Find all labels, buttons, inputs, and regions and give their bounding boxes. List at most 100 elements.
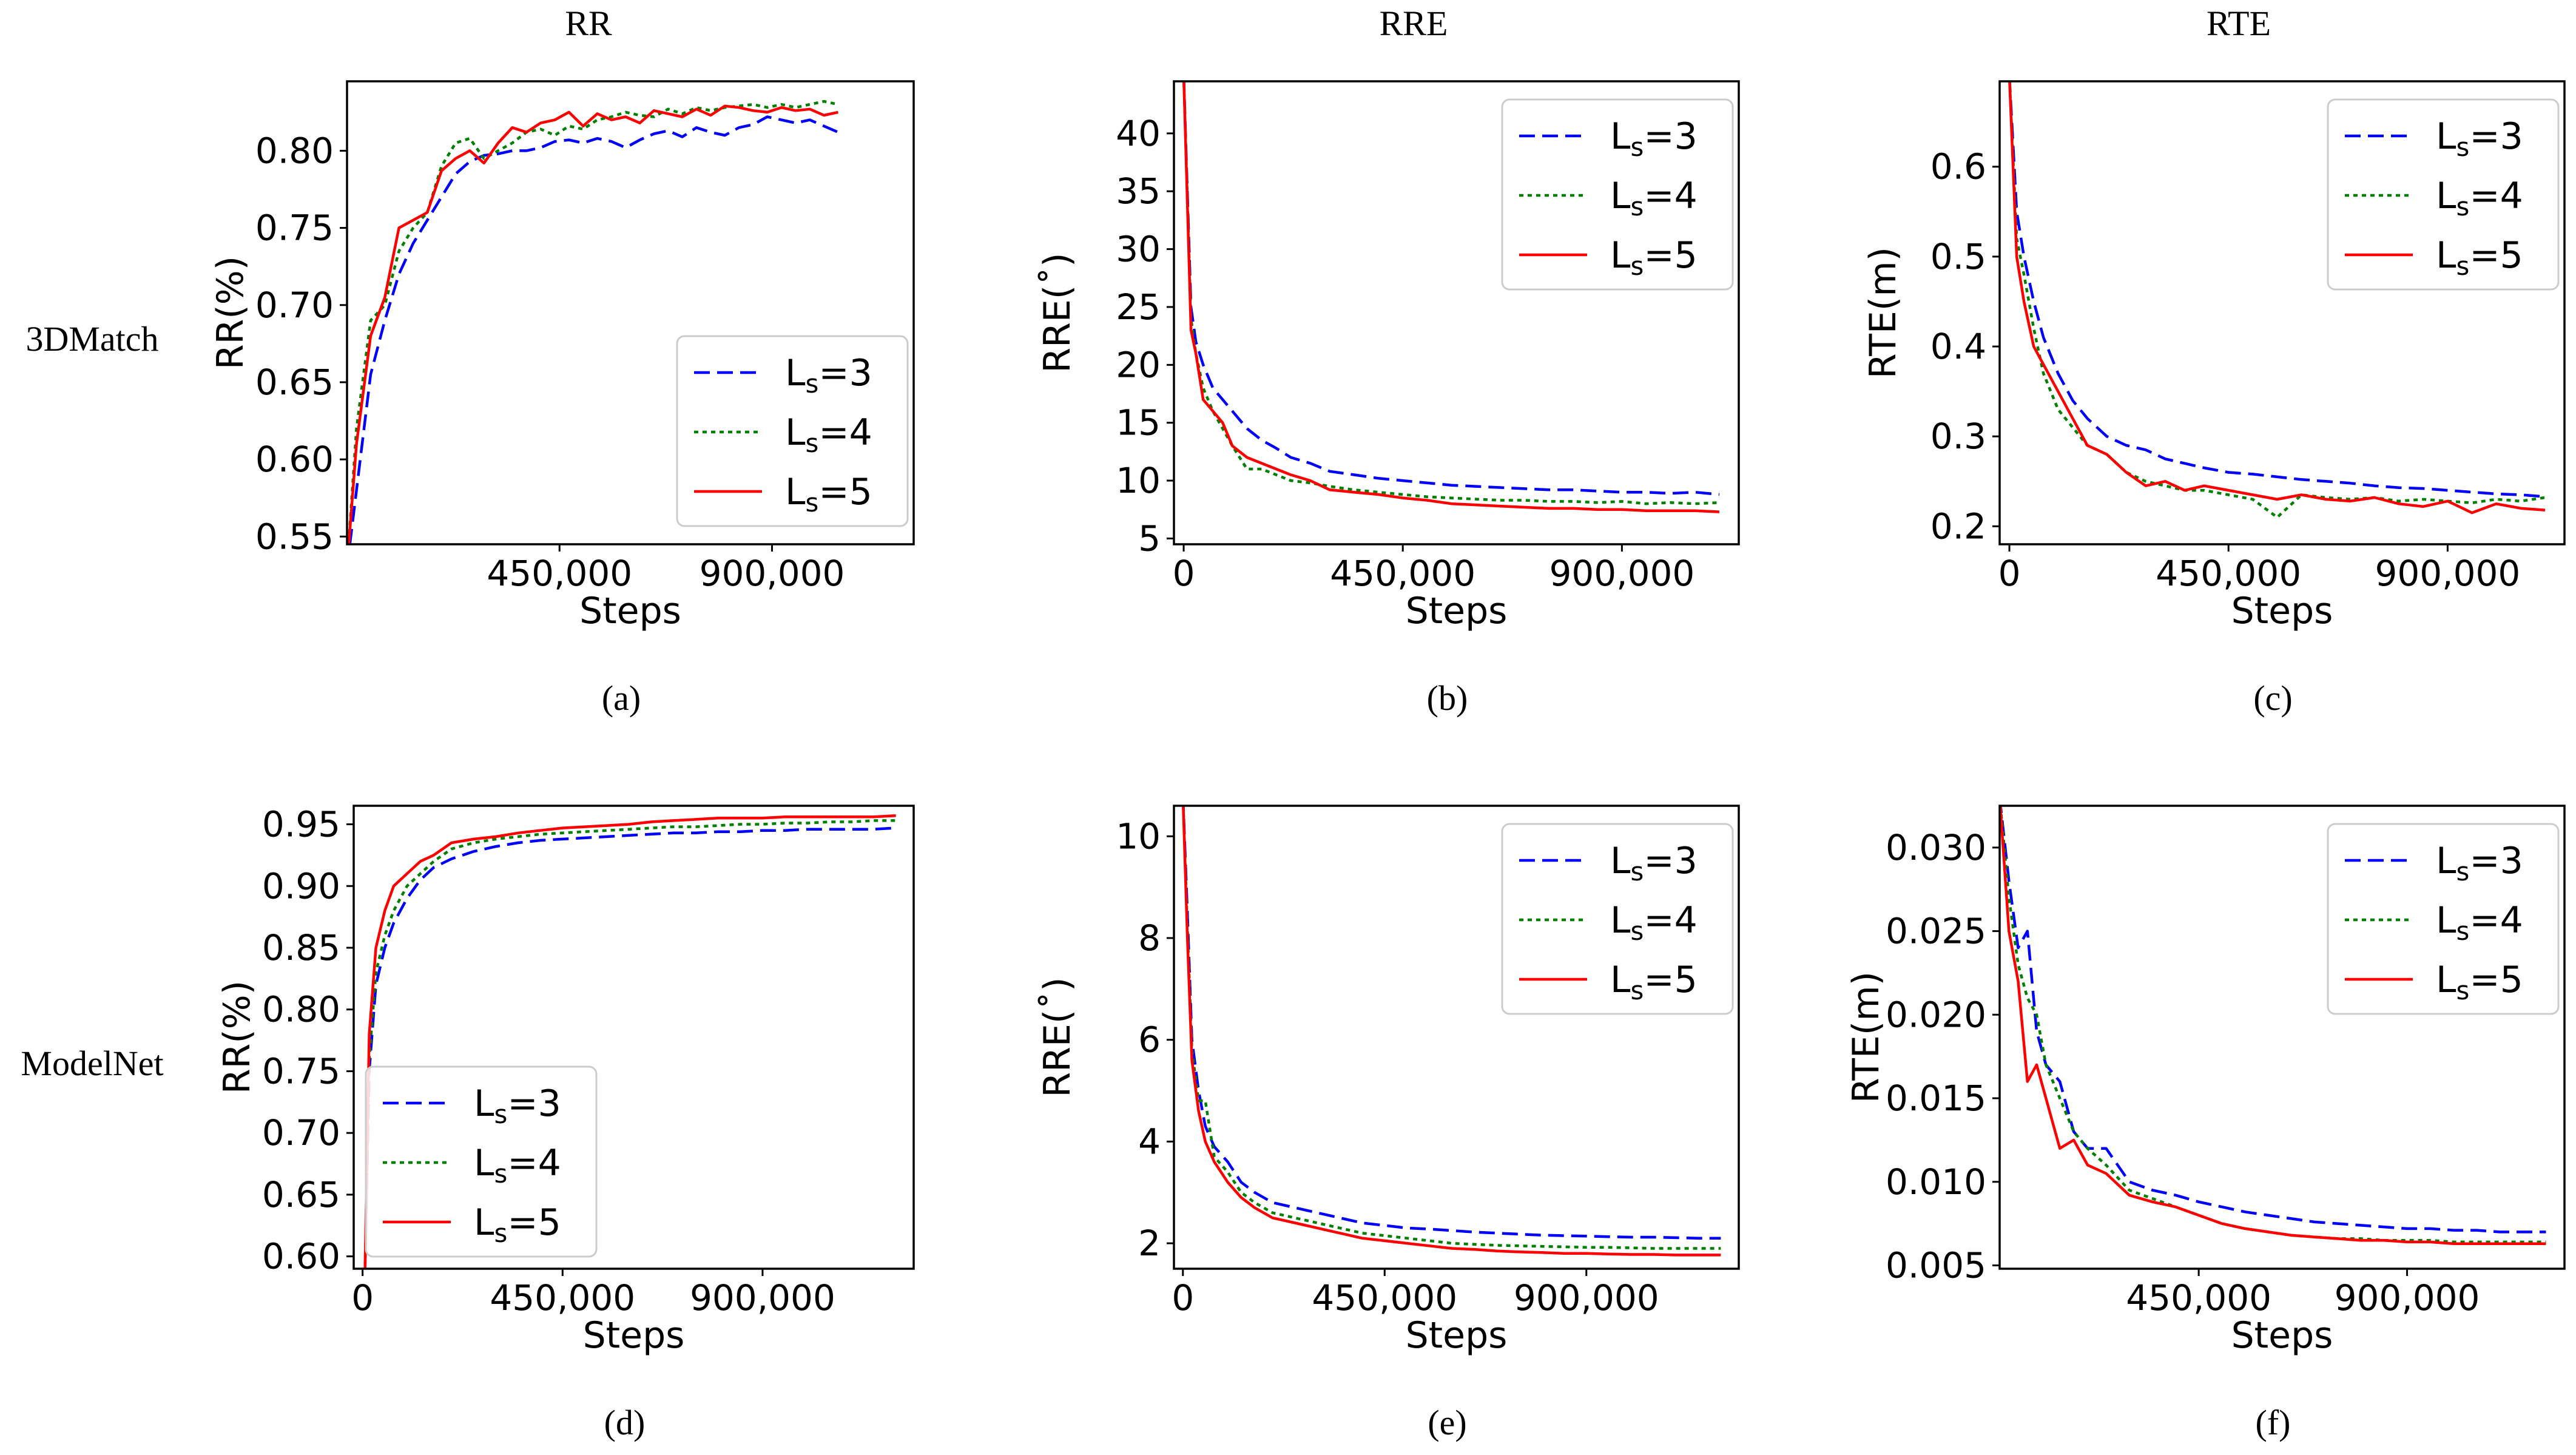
y-tick-label: 0.60 xyxy=(262,1236,340,1277)
legend-label-ls5: Ls=5 xyxy=(1610,959,1698,1005)
legend-label-ls3: Ls=3 xyxy=(785,352,872,399)
plot-frame xyxy=(346,80,915,545)
y-tick-label: 0.020 xyxy=(1886,994,1986,1035)
panel-caption: (a) xyxy=(602,678,641,718)
y-tick-label: 0.4 xyxy=(1930,326,1986,367)
legend: Ls=3 Ls=4 Ls=5 xyxy=(1501,823,1734,1015)
y-tick-label: 0.75 xyxy=(255,208,334,249)
y-tick-label: 0.85 xyxy=(262,927,340,968)
series-line-ls4 xyxy=(363,819,896,1269)
y-tick-label: 40 xyxy=(1116,113,1161,154)
column-title-rr: RR xyxy=(565,4,612,43)
panel-caption: (e) xyxy=(1428,1403,1466,1442)
y-tick-label: 0.010 xyxy=(1886,1161,1986,1203)
y-tick-label: 0.030 xyxy=(1886,827,1986,868)
y-tick-label: 30 xyxy=(1116,229,1161,270)
x-tick-label: 900,000 xyxy=(1549,553,1694,594)
legend-label-ls3: Ls=3 xyxy=(1610,840,1698,886)
x-axis-label: Steps xyxy=(583,1314,685,1357)
y-tick-label: 20 xyxy=(1116,344,1161,385)
series-line-ls5 xyxy=(363,814,896,1269)
x-tick-label: 450,000 xyxy=(2126,1277,2271,1318)
series-line-ls5 xyxy=(1182,806,1721,1257)
series-line-ls4 xyxy=(2000,806,2546,1244)
y-tick-label: 10 xyxy=(1116,815,1161,857)
series-line-ls5 xyxy=(2000,806,2546,1245)
legend-box xyxy=(2327,98,2560,291)
x-axis-label: Steps xyxy=(2231,1314,2333,1357)
series-line-ls4 xyxy=(1182,81,1720,505)
y-axis-label: RTE(m) xyxy=(1845,971,1887,1103)
panel-c: 0.2 0.3 0.4 0.5 0.6 0 450,000 900,000 Steps RTE(m… xyxy=(1862,80,2566,718)
panel-d: 0.60 0.65 0.70 0.75 0.80 0.85 0.90 0.95 0 450,000… xyxy=(216,804,915,1442)
x-axis-label: Steps xyxy=(579,590,681,632)
y-tick-label: 5 xyxy=(1138,518,1161,559)
series-line-ls4 xyxy=(1182,806,1721,1250)
plot-frame xyxy=(1173,805,1740,1270)
legend: Ls=3 Ls=4 Ls=5 xyxy=(365,1065,598,1258)
legend: Ls=3 Ls=4 Ls=5 xyxy=(1501,98,1734,291)
y-tick-label: 0.025 xyxy=(1886,911,1986,952)
x-tick-label: 0 xyxy=(351,1277,374,1318)
legend: Ls=3 Ls=4 Ls=5 xyxy=(2327,823,2560,1015)
legend: Ls=3 Ls=4 Ls=5 xyxy=(2327,98,2560,291)
column-title-rre: RRE xyxy=(1380,4,1448,43)
legend-box xyxy=(676,335,909,527)
y-tick-label: 0.70 xyxy=(255,285,334,326)
x-tick-label: 450,000 xyxy=(487,553,632,594)
legend-label-ls5: Ls=5 xyxy=(2436,234,2523,281)
x-tick-label: 0 xyxy=(1998,553,2021,594)
y-tick-label: 0.80 xyxy=(255,130,334,171)
y-axis-label: RR(%) xyxy=(209,256,252,370)
legend-label-ls4: Ls=4 xyxy=(2436,175,2523,221)
row-label-3dmatch: 3DMatch xyxy=(25,319,158,359)
y-tick-label: 0.90 xyxy=(262,865,340,906)
y-tick-label: 25 xyxy=(1116,286,1161,328)
x-tick-label: 450,000 xyxy=(1330,553,1475,594)
series-line-ls3 xyxy=(2000,806,2546,1234)
column-title-rte: RTE xyxy=(2207,4,2271,43)
series-line-ls5 xyxy=(2008,81,2546,515)
plot-frame xyxy=(1173,80,1740,545)
series-line-ls3 xyxy=(348,115,839,544)
panel-caption: (f) xyxy=(2256,1403,2291,1442)
y-axis-label: RTE(m) xyxy=(1862,247,1904,379)
y-tick-label: 0.55 xyxy=(255,516,334,557)
legend-label-ls4: Ls=4 xyxy=(785,411,872,458)
y-tick-label: 15 xyxy=(1116,402,1161,444)
x-tick-label: 900,000 xyxy=(2335,1277,2480,1318)
y-tick-label: 10 xyxy=(1116,460,1161,501)
legend-label-ls4: Ls=4 xyxy=(1610,899,1698,946)
series-line-ls3 xyxy=(363,826,896,1269)
x-tick-label: 0 xyxy=(1172,1277,1194,1318)
y-tick-label: 0.95 xyxy=(262,804,340,845)
panel-b: 5 10 15 20 25 30 35 40 0 450,000 900,000 Steps RRE(˚… xyxy=(1036,80,1740,718)
series-line-ls5 xyxy=(1182,81,1720,513)
panel-a: 0.55 0.60 0.65 0.70 0.75 0.80 450,000 900,000 St… xyxy=(209,80,915,718)
row-label-modelnet: ModelNet xyxy=(21,1044,163,1083)
y-tick-label: 0.65 xyxy=(255,362,334,403)
legend-label-ls4: Ls=4 xyxy=(474,1142,561,1189)
legend-label-ls3: Ls=3 xyxy=(2436,115,2523,162)
y-tick-label: 2 xyxy=(1138,1223,1161,1264)
x-tick-label: 900,000 xyxy=(2375,553,2520,594)
x-axis-label: Steps xyxy=(1406,1314,1508,1357)
legend-label-ls3: Ls=3 xyxy=(1610,115,1698,162)
legend-label-ls4: Ls=4 xyxy=(1610,175,1698,221)
legend-box xyxy=(2327,823,2560,1015)
series-line-ls3 xyxy=(1182,81,1720,496)
panel-caption: (b) xyxy=(1427,678,1468,718)
y-axis-label: RR(%) xyxy=(216,981,258,1094)
x-axis-label: Steps xyxy=(1406,590,1508,632)
y-tick-label: 0.6 xyxy=(1930,146,1986,187)
legend-label-ls3: Ls=3 xyxy=(2436,840,2523,886)
legend-label-ls3: Ls=3 xyxy=(474,1082,561,1129)
plot-frame xyxy=(352,805,915,1270)
legend-label-ls5: Ls=5 xyxy=(474,1201,561,1248)
legend-box xyxy=(365,1065,598,1258)
y-tick-label: 4 xyxy=(1138,1121,1161,1162)
y-tick-label: 0.2 xyxy=(1930,505,1986,547)
y-tick-label: 0.5 xyxy=(1930,236,1986,277)
plot-frame xyxy=(1998,80,2566,545)
series-line-ls3 xyxy=(1182,806,1721,1240)
